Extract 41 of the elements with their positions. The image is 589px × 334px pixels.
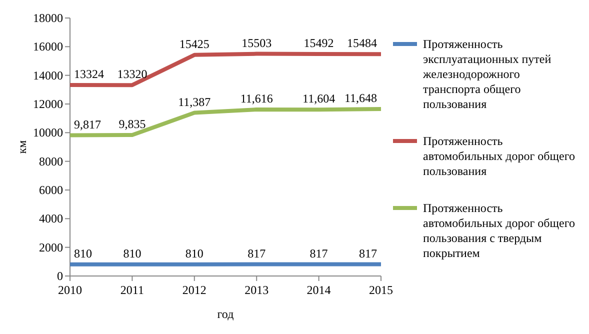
y-tick-label: 4000: [39, 212, 63, 226]
x-tick-label: 2013: [244, 283, 269, 297]
data-label: 15503: [242, 36, 272, 50]
data-label: 15492: [304, 36, 334, 50]
data-label: 11,387: [178, 94, 211, 109]
data-label: 13324: [74, 67, 104, 82]
y-tick-label: 18000: [33, 11, 63, 25]
data-label: 810: [74, 246, 92, 260]
y-tick-label: 12000: [33, 97, 63, 111]
x-tick-label: 2011: [120, 283, 144, 297]
data-label: 810: [123, 246, 142, 260]
x-tick-label: 2012: [182, 283, 206, 297]
data-label: 11,604: [302, 92, 336, 106]
y-tick-label: 8000: [39, 154, 63, 168]
y-axis-title: км: [15, 140, 29, 154]
data-label: 817: [310, 246, 328, 260]
x-axis-title: год: [217, 307, 234, 321]
data-label: 11,648: [344, 91, 377, 106]
data-label: 9,817: [74, 117, 101, 132]
legend-label: Протяженность автомобильных дорог общего пользования: [423, 134, 575, 178]
data-label: 15425: [179, 36, 210, 51]
data-label: 15484: [347, 36, 377, 50]
x-tick-label: 2015: [369, 283, 393, 297]
x-tick-label: 2014: [306, 283, 331, 297]
line-series: [68, 52, 383, 88]
legend-label: Протяженность эксплуатационных путей железнодорожного транспорта общего пользования: [422, 37, 552, 111]
y-tick-label: 14000: [33, 68, 63, 82]
x-tick-label: 2010: [58, 283, 82, 297]
line-series: [68, 107, 383, 138]
data-label: 817: [248, 246, 266, 260]
y-tick-label: 0: [57, 269, 63, 283]
data-label: 810: [185, 246, 204, 260]
data-label: 11,616: [240, 92, 273, 106]
y-tick-label: 10000: [33, 126, 63, 140]
data-label: 817: [359, 246, 377, 260]
legend-label: Протяженность автомобильных дорог общего пользования с твердым покрытием: [423, 201, 575, 260]
data-label: 9,835: [118, 117, 146, 132]
y-tick-label: 16000: [33, 40, 63, 54]
data-label: 13320: [117, 67, 148, 82]
y-tick-label: 6000: [39, 183, 63, 197]
y-tick-label: 2000: [39, 240, 63, 254]
